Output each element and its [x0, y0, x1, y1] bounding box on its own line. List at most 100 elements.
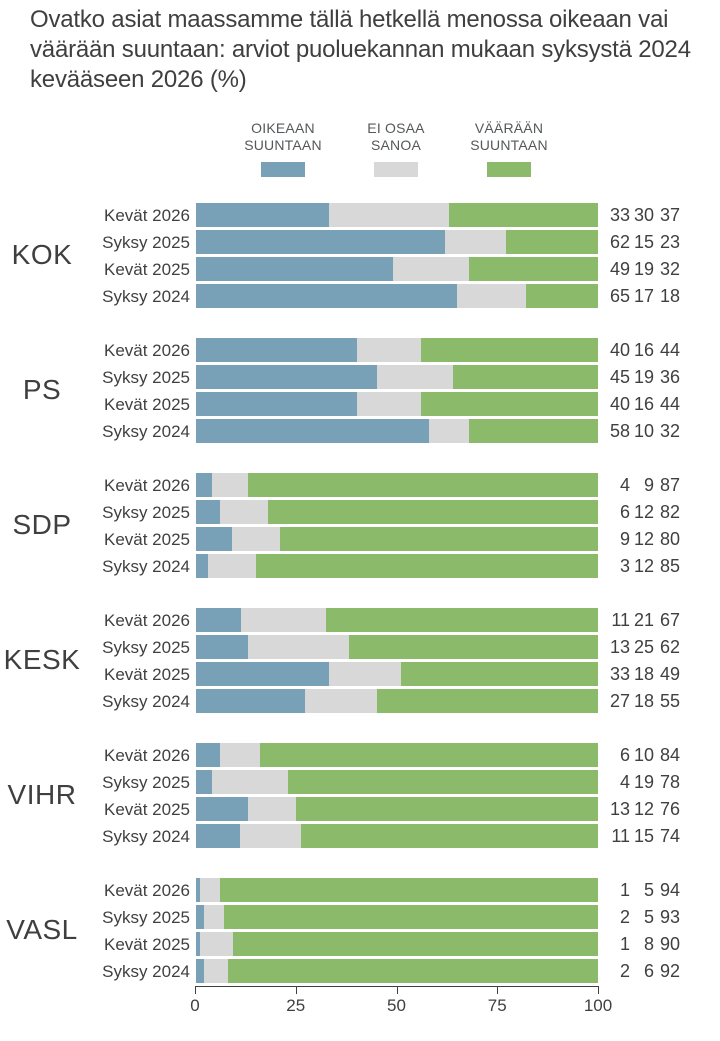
- segment-dont-know: [247, 797, 296, 821]
- value-label: 9: [643, 475, 654, 495]
- row-label: Syksy 2025: [102, 503, 190, 522]
- value-label: 13: [609, 799, 630, 819]
- row-label: Kevät 2026: [103, 476, 190, 495]
- segment-dont-know: [220, 500, 269, 524]
- segment-right-direction: [196, 419, 430, 443]
- x-axis-tick-label: 100: [583, 996, 613, 1015]
- segment-dont-know: [356, 392, 422, 416]
- stacked-bar: [196, 500, 598, 524]
- value-label: 6: [643, 961, 654, 981]
- row-label: Kevät 2026: [103, 881, 190, 900]
- segment-wrong-direction: [287, 770, 598, 794]
- segment-wrong-direction: [453, 365, 598, 389]
- stacked-bar: [196, 419, 598, 443]
- segment-right-direction: [196, 608, 241, 632]
- value-labels: 1 5 94: [608, 878, 680, 902]
- value-label: 17: [633, 286, 654, 306]
- segment-wrong-direction: [260, 743, 599, 767]
- row-label: Kevät 2025: [103, 530, 190, 549]
- value-labels: 13 25 62: [608, 635, 680, 659]
- value-label: 6: [619, 745, 630, 765]
- value-labels: 2 5 93: [608, 905, 680, 929]
- segment-right-direction: [196, 932, 201, 956]
- stacked-bar: [196, 554, 598, 578]
- value-label: 49: [659, 664, 680, 684]
- value-labels: 62 15 23: [608, 230, 680, 254]
- segment-wrong-direction: [248, 473, 598, 497]
- value-label: 85: [659, 556, 680, 576]
- value-label: 33: [609, 205, 630, 225]
- value-label: 2: [619, 907, 630, 927]
- segment-wrong-direction: [401, 662, 598, 686]
- row-label: Syksy 2024: [102, 692, 190, 711]
- value-label: 33: [609, 664, 630, 684]
- value-label: 16: [633, 394, 654, 414]
- value-label: 10: [633, 745, 654, 765]
- value-label: 15: [633, 232, 654, 252]
- value-label: 36: [659, 367, 680, 387]
- value-label: 13: [609, 637, 630, 657]
- segment-wrong-direction: [325, 608, 598, 632]
- row-label: Syksy 2024: [102, 287, 190, 306]
- value-label: 5: [643, 907, 654, 927]
- value-labels: 49 19 32: [608, 257, 680, 281]
- value-label: 12: [633, 799, 654, 819]
- stacked-bar: [196, 824, 598, 848]
- value-label: 84: [659, 745, 680, 765]
- value-labels: 58 10 32: [608, 419, 680, 443]
- value-label: 1: [619, 880, 630, 900]
- segment-dont-know: [220, 743, 261, 767]
- segment-right-direction: [196, 230, 446, 254]
- row-label: Kevät 2026: [103, 341, 190, 360]
- party-label-kesk: KESK: [3, 644, 81, 675]
- party-label-vihr: VIHR: [7, 779, 77, 810]
- segment-dont-know: [231, 527, 280, 551]
- segment-dont-know: [240, 608, 326, 632]
- stacked-bar: [196, 770, 598, 794]
- value-label: 19: [633, 772, 654, 792]
- segment-right-direction: [196, 662, 329, 686]
- row-label: Syksy 2024: [102, 827, 190, 846]
- segment-right-direction: [196, 284, 458, 308]
- value-labels: 65 17 18: [608, 284, 680, 308]
- segment-wrong-direction: [525, 284, 598, 308]
- value-label: 27: [609, 691, 630, 711]
- value-labels: 9 12 80: [608, 527, 680, 551]
- value-label: 19: [633, 259, 654, 279]
- value-label: 21: [633, 610, 654, 630]
- value-labels: 11 21 67: [608, 608, 680, 632]
- value-label: 6: [619, 502, 630, 522]
- value-label: 32: [659, 421, 680, 441]
- segment-dont-know: [392, 257, 470, 281]
- segment-right-direction: [196, 527, 232, 551]
- value-label: 18: [633, 691, 654, 711]
- segment-dont-know: [200, 878, 221, 902]
- value-label: 12: [633, 556, 654, 576]
- value-label: 65: [609, 286, 630, 306]
- legend-label: OIKEAAN SUUNTAAN: [244, 120, 322, 153]
- segment-wrong-direction: [232, 932, 598, 956]
- value-label: 32: [659, 259, 680, 279]
- value-label: 62: [609, 232, 630, 252]
- value-label: 11: [611, 826, 630, 846]
- stacked-bar: [196, 959, 599, 983]
- value-label: 90: [659, 934, 680, 954]
- value-label: 49: [609, 259, 630, 279]
- x-axis-tick-label: 25: [286, 996, 306, 1015]
- value-label: 94: [659, 880, 680, 900]
- stacked-bar: [196, 284, 598, 308]
- value-label: 58: [609, 421, 630, 441]
- stacked-bar-chart: KOK Kevät 2026 33 30 37 Syksy 2025 62 15 23 Kevät…: [0, 190, 720, 1020]
- party-label-sdp: SDP: [12, 509, 72, 540]
- stacked-bar: [196, 689, 598, 713]
- value-label: 93: [659, 907, 680, 927]
- value-label: 18: [659, 286, 680, 306]
- value-label: 10: [633, 421, 654, 441]
- value-label: 37: [659, 205, 680, 225]
- x-axis-tick-label: 50: [387, 996, 406, 1015]
- segment-wrong-direction: [348, 635, 598, 659]
- x-axis-tick: [396, 986, 398, 994]
- value-label: 16: [633, 340, 654, 360]
- value-label: 40: [609, 394, 630, 414]
- segment-dont-know: [208, 554, 257, 578]
